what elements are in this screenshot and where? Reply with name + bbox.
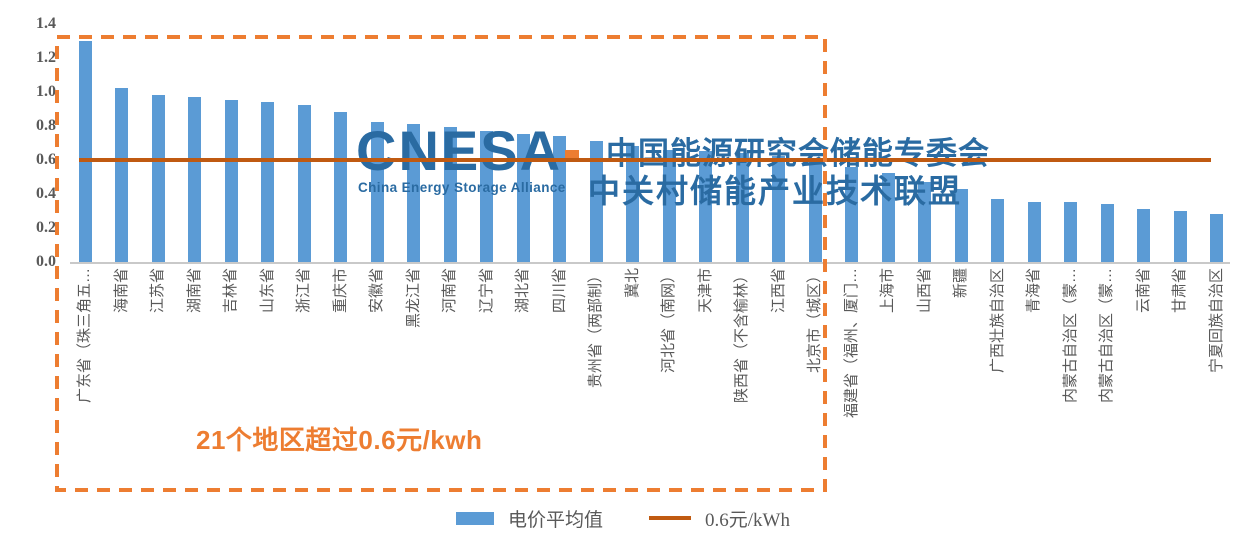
y-axis-tick-label: 0.2 <box>36 218 56 236</box>
x-axis-label: 冀北 <box>623 268 641 299</box>
x-axis-label: 吉林省 <box>222 268 239 314</box>
y-axis-tick-label: 0.4 <box>36 184 56 202</box>
legend-bar-label: 电价平均值 <box>508 509 604 531</box>
bar <box>1100 204 1114 262</box>
x-axis-label: 安徽省 <box>368 268 385 314</box>
x-axis-label: 海南省 <box>112 268 130 314</box>
x-axis-label: 辽宁省 <box>477 268 495 314</box>
x-axis-label: 湖北省 <box>514 268 531 314</box>
x-axis-label: 黑龙江省 <box>404 268 422 329</box>
legend-bar-swatch <box>456 511 494 525</box>
annotation-text: 21个地区超过0.6元/kwh <box>196 425 483 455</box>
x-axis-label: 宁夏回族自治区 <box>1207 268 1225 374</box>
bar <box>954 188 968 262</box>
bar <box>1137 209 1150 262</box>
y-axis-tick-label: 1.2 <box>36 48 56 66</box>
bar <box>78 40 92 262</box>
bar <box>297 105 311 262</box>
x-axis-label: 重庆市 <box>331 268 349 314</box>
reference-line <box>79 157 1211 162</box>
x-axis-label: 北京市（城区） <box>806 268 823 374</box>
x-axis-label: 江西省 <box>769 268 787 314</box>
bar <box>334 112 347 262</box>
x-axis-label: 贵州省（两部制） <box>587 268 604 389</box>
x-axis-label: 甘肃省 <box>1171 268 1188 314</box>
x-axis-label: 陕西省（不含榆林） <box>733 268 750 404</box>
legend: 电价平均值 0.6元/kWh <box>0 503 1246 533</box>
x-axis-label: 山西省 <box>915 268 933 314</box>
bar <box>1027 202 1041 262</box>
bar <box>115 88 128 262</box>
y-axis-tick-label: 0.0 <box>36 253 56 270</box>
legend-line-swatch <box>649 516 692 520</box>
x-axis-label: 广东省（珠三角五… <box>76 268 93 404</box>
watermark-subtitle: China Energy Storage Alliance <box>358 180 566 195</box>
bar <box>1173 210 1187 262</box>
bar <box>881 173 895 262</box>
bar <box>188 96 201 262</box>
watermark-logo: CNESA <box>356 119 563 182</box>
bar <box>918 181 931 262</box>
bar <box>991 198 1004 262</box>
x-axis-label: 青海省 <box>1025 268 1042 314</box>
legend-line-label: 0.6元/kWh <box>705 509 790 531</box>
x-axis-label: 河南省 <box>441 268 458 314</box>
x-axis-label: 四川省 <box>550 268 568 314</box>
x-axis-label: 河北省（南网） <box>660 268 677 374</box>
x-axis-label: 山东省 <box>258 268 276 314</box>
y-axis-tick-label: 1.0 <box>36 82 56 100</box>
x-axis-label: 广西壮族自治区 <box>988 268 1006 374</box>
bar <box>1210 214 1223 262</box>
x-axis-label: 天津市 <box>696 268 714 314</box>
y-axis-tick-label: 1.4 <box>36 14 56 32</box>
x-axis-label: 江苏省 <box>149 268 166 314</box>
bar <box>151 95 165 262</box>
x-axis-label: 浙江省 <box>295 268 312 314</box>
y-axis-tick-label: 0.8 <box>36 116 56 134</box>
x-axis-label: 福建省（福州、厦门… <box>842 268 860 419</box>
x-axis-label: 内蒙古自治区（蒙… <box>1098 268 1115 404</box>
x-axis-label: 内蒙古自治区（蒙… <box>1061 268 1079 404</box>
bar <box>224 100 238 262</box>
x-axis-label: 新疆 <box>952 268 969 299</box>
y-axis-tick-label: 0.6 <box>36 150 56 168</box>
bar <box>845 166 858 262</box>
watermark-line2: 中关村储能产业技术联盟 <box>588 173 963 209</box>
x-axis-line <box>70 262 1230 264</box>
x-axis-label: 湖南省 <box>185 268 203 314</box>
bar <box>1064 202 1077 262</box>
bar <box>261 101 274 262</box>
x-axis-label: 云南省 <box>1134 268 1152 314</box>
x-axis-label: 上海市 <box>879 268 896 314</box>
